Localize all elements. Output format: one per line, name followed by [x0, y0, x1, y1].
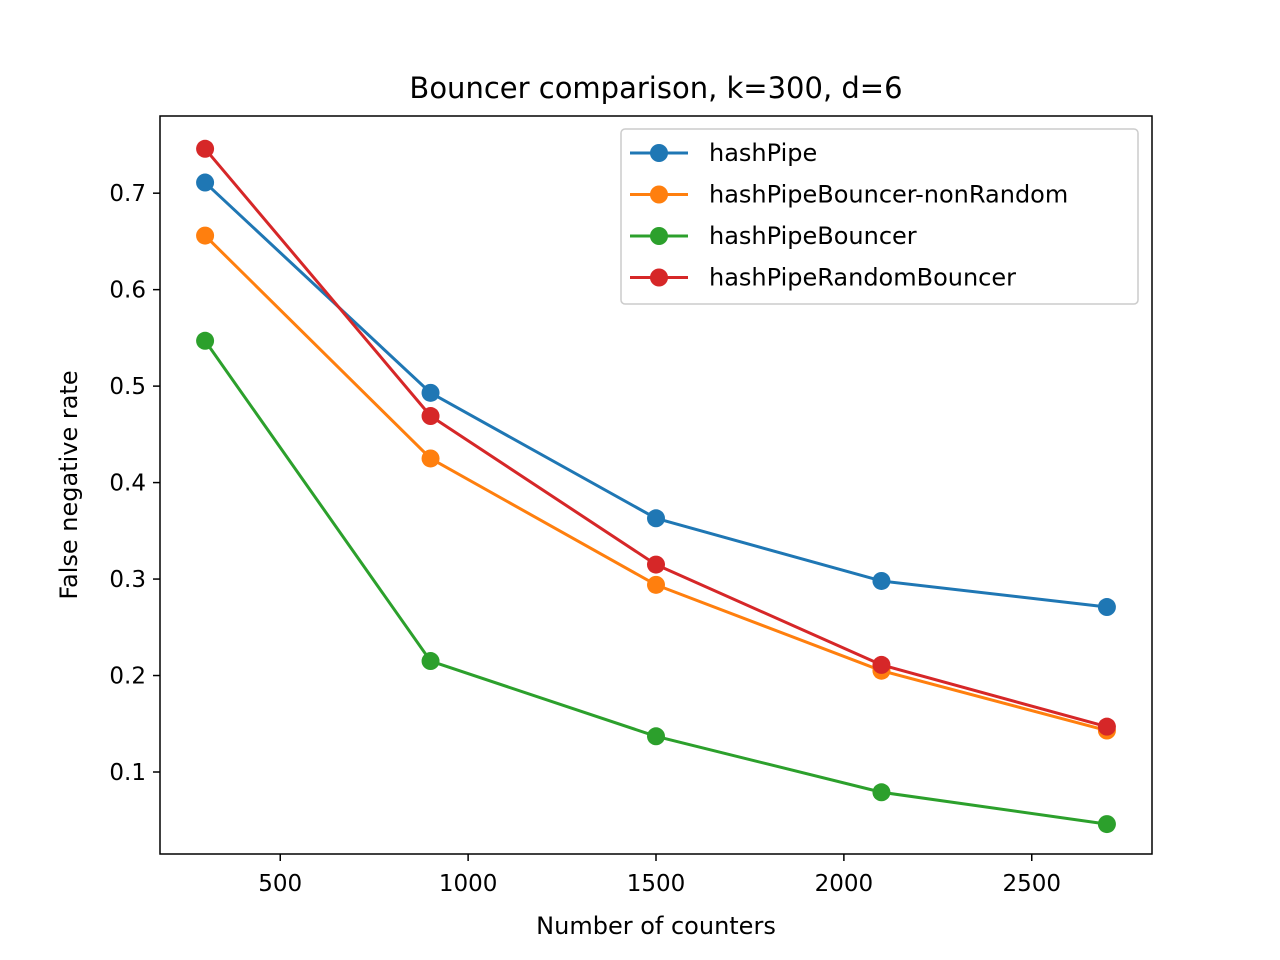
- y-axis: 0.1 0.2 0.3 0.4 0.5 0.6 0.7: [109, 181, 160, 786]
- y-tick-label: 0.7: [109, 181, 146, 207]
- data-point: [1097, 815, 1116, 834]
- data-point: [647, 509, 665, 528]
- data-point: [647, 575, 665, 594]
- series-layer: [196, 139, 1116, 834]
- x-axis-label: Number of counters: [536, 912, 776, 940]
- y-tick-label: 0.4: [109, 471, 146, 497]
- x-tick-label: 2000: [815, 871, 874, 897]
- data-point: [647, 727, 665, 746]
- y-tick-label: 0.3: [109, 567, 146, 593]
- x-axis: 500 1000 1500 2000 2500: [258, 854, 1061, 897]
- legend-marker: [650, 144, 668, 162]
- legend-entry: hashPipe: [630, 139, 817, 167]
- y-axis-label: False negative rate: [55, 370, 83, 599]
- y-tick-label: 0.1: [109, 760, 146, 786]
- y-tick-label: 0.2: [109, 664, 146, 690]
- data-point: [196, 139, 215, 158]
- data-point: [1097, 598, 1116, 617]
- series-hashpipebouncer: [196, 331, 1116, 834]
- x-tick-label: 1500: [627, 871, 686, 897]
- legend-label: hashPipeBouncer-nonRandom: [709, 181, 1068, 209]
- data-point: [421, 383, 440, 402]
- data-point: [196, 173, 215, 192]
- series-hashpipe: [196, 173, 1116, 617]
- data-point: [872, 655, 891, 674]
- legend-label: hashPipe: [709, 139, 817, 167]
- data-point: [196, 331, 215, 350]
- legend-box: [620, 128, 1139, 305]
- legend-entry: hashPipeBouncer-nonRandom: [630, 181, 1068, 209]
- data-point: [647, 555, 665, 574]
- data-point: [872, 783, 891, 802]
- legend-label: hashPipeBouncer: [709, 222, 917, 250]
- legend-entry: hashPipeRandomBouncer: [630, 264, 1016, 292]
- legend-label: hashPipeRandomBouncer: [709, 264, 1016, 292]
- y-tick-label: 0.6: [109, 278, 146, 304]
- x-tick-label: 2500: [1002, 871, 1061, 897]
- series-hashpiperandombouncer: [196, 139, 1116, 736]
- x-tick-label: 500: [258, 871, 302, 897]
- data-point: [421, 407, 440, 426]
- chart-title: Bouncer comparison, k=300, d=6: [409, 71, 902, 105]
- legend-marker: [650, 227, 668, 245]
- data-point: [872, 571, 891, 590]
- data-point: [1097, 717, 1116, 736]
- legend-marker: [650, 268, 668, 287]
- data-point: [421, 449, 440, 468]
- data-point: [421, 652, 440, 671]
- legend-marker: [650, 185, 668, 204]
- data-point: [196, 226, 215, 245]
- legend: hashPipe hashPipeBouncer-nonRandom hashPip…: [620, 128, 1139, 305]
- x-tick-label: 1000: [439, 871, 498, 897]
- legend-entry: hashPipeBouncer: [630, 222, 917, 250]
- y-tick-label: 0.5: [109, 374, 146, 400]
